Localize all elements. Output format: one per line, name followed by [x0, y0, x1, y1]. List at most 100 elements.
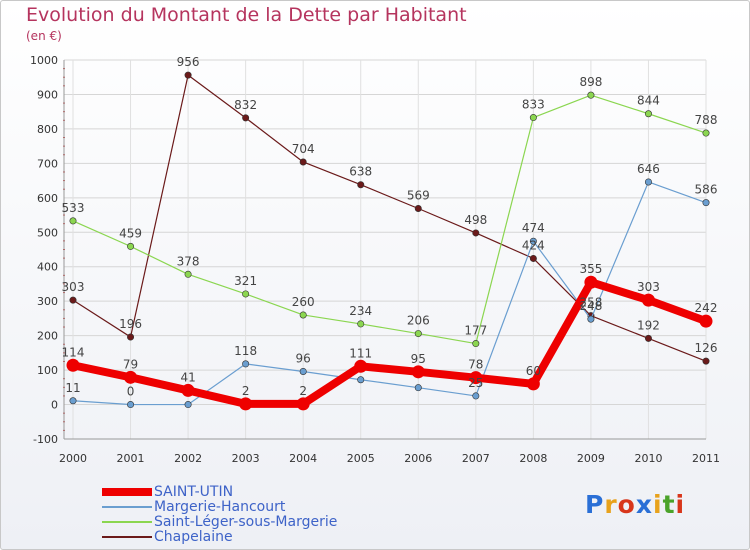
data-label-margerie-hancourt: 248	[579, 299, 602, 313]
legend-item: Saint-Léger-sous-Margerie	[102, 514, 337, 530]
data-label-chapelaine: 832	[234, 98, 257, 112]
data-label-chapelaine: 126	[695, 341, 718, 355]
data-label-margerie-hancourt: 0	[127, 385, 135, 399]
data-label-saint-l-ger-sous-margerie: 378	[177, 254, 200, 268]
y-tick-label: 700	[37, 157, 58, 170]
legend-item: Margerie-Hancourt	[102, 499, 285, 515]
proxiti-logo: Proxiti	[585, 490, 685, 519]
data-label-margerie-hancourt: 25	[468, 376, 483, 390]
data-label-margerie-hancourt: 96	[296, 351, 311, 365]
data-point-chapelaine	[242, 114, 250, 122]
data-point-chapelaine	[127, 333, 135, 341]
data-label-saint-utin: 111	[349, 346, 372, 360]
x-tick-label: 2008	[519, 452, 547, 465]
data-label-saint-utin: 303	[637, 280, 660, 294]
data-point-saint-l-ger-sous-margerie	[357, 320, 365, 328]
data-point-saint-utin	[66, 358, 80, 372]
logo-letter: i	[675, 490, 686, 519]
data-point-saint-utin	[239, 397, 253, 411]
x-tick-label: 2007	[462, 452, 490, 465]
x-tick-label: 2005	[347, 452, 375, 465]
y-tick-label: 600	[37, 192, 58, 205]
data-label-saint-utin: 114	[62, 345, 85, 359]
data-label-margerie-hancourt: 11	[65, 381, 80, 395]
data-label-saint-utin: 355	[579, 262, 602, 276]
data-point-saint-utin	[354, 359, 368, 373]
data-point-chapelaine	[184, 71, 192, 79]
data-label-saint-l-ger-sous-margerie: 459	[119, 226, 142, 240]
data-label-margerie-hancourt: 586	[695, 183, 718, 197]
legend-label: Margerie-Hancourt	[154, 499, 286, 515]
data-label-saint-utin: 60	[526, 364, 541, 378]
data-label-chapelaine: 303	[62, 280, 85, 294]
logo-letter: i	[653, 490, 663, 519]
data-label-chapelaine: 196	[119, 317, 142, 331]
chart-unit: (en €)	[26, 29, 62, 43]
data-label-saint-utin: 79	[123, 357, 138, 371]
y-tick-label: -100	[33, 433, 58, 446]
x-tick-label: 2006	[404, 452, 432, 465]
data-point-margerie-hancourt	[69, 397, 77, 405]
data-point-saint-utin	[124, 370, 138, 384]
data-point-margerie-hancourt	[184, 401, 192, 409]
data-point-saint-utin	[411, 365, 425, 379]
data-label-saint-l-ger-sous-margerie: 788	[695, 113, 718, 127]
legend-swatch	[102, 506, 152, 508]
data-point-saint-l-ger-sous-margerie	[587, 91, 595, 99]
data-label-saint-l-ger-sous-margerie: 177	[464, 324, 487, 338]
data-point-margerie-hancourt	[299, 367, 307, 375]
y-tick-label: 200	[37, 330, 58, 343]
legend-swatch	[102, 488, 152, 496]
legend-swatch	[102, 521, 152, 523]
data-point-margerie-hancourt	[529, 237, 537, 245]
data-point-saint-l-ger-sous-margerie	[299, 311, 307, 319]
data-point-saint-utin	[584, 275, 598, 289]
y-tick-label: 500	[37, 226, 58, 239]
data-point-saint-utin	[699, 314, 713, 328]
data-point-saint-utin	[641, 293, 655, 307]
legend-label: SAINT-UTIN	[154, 484, 234, 500]
data-point-chapelaine	[702, 357, 710, 365]
data-label-chapelaine: 258	[579, 296, 602, 310]
data-point-saint-l-ger-sous-margerie	[702, 129, 710, 137]
data-label-chapelaine: 424	[522, 238, 545, 252]
data-label-saint-l-ger-sous-margerie: 844	[637, 94, 660, 108]
legend-item: Chapelaine	[102, 529, 233, 545]
y-tick-label: 900	[37, 88, 58, 101]
logo-letter: x	[635, 490, 653, 519]
data-label-saint-l-ger-sous-margerie: 533	[62, 201, 85, 215]
data-label-saint-l-ger-sous-margerie: 206	[407, 314, 430, 328]
data-label-saint-utin: 242	[695, 301, 718, 315]
legend-swatch	[102, 536, 152, 538]
legend-label: Chapelaine	[154, 529, 233, 545]
data-point-saint-l-ger-sous-margerie	[184, 270, 192, 278]
data-label-saint-l-ger-sous-margerie: 321	[234, 274, 257, 288]
data-point-margerie-hancourt	[357, 376, 365, 384]
data-label-margerie-hancourt: 646	[637, 162, 660, 176]
logo-letter: o	[617, 490, 636, 519]
data-point-margerie-hancourt	[587, 315, 595, 323]
y-tick-label: 0	[51, 399, 58, 412]
data-point-chapelaine	[299, 158, 307, 166]
chart-title: Evolution du Montant de la Dette par Hab…	[26, 4, 467, 26]
series-line-margerie-hancourt	[72, 181, 707, 406]
data-label-saint-utin: 2	[299, 384, 307, 398]
data-label-saint-l-ger-sous-margerie: 260	[292, 295, 315, 309]
data-point-saint-utin	[296, 397, 310, 411]
data-label-saint-utin: 95	[411, 352, 426, 366]
y-tick-label: 100	[37, 364, 58, 377]
x-tick-label: 2010	[634, 452, 662, 465]
x-tick-label: 2001	[117, 452, 145, 465]
data-point-margerie-hancourt	[414, 384, 422, 392]
data-label-saint-utin: 2	[242, 384, 250, 398]
data-label-margerie-hancourt: 474	[522, 221, 545, 235]
data-point-saint-l-ger-sous-margerie	[644, 110, 652, 118]
data-label-chapelaine: 704	[292, 142, 315, 156]
logo-letter: t	[662, 490, 676, 519]
data-point-chapelaine	[414, 204, 422, 212]
data-point-saint-utin	[526, 377, 540, 391]
data-point-saint-l-ger-sous-margerie	[127, 242, 135, 250]
y-tick-label: 400	[37, 261, 58, 274]
data-point-saint-l-ger-sous-margerie	[529, 114, 537, 122]
